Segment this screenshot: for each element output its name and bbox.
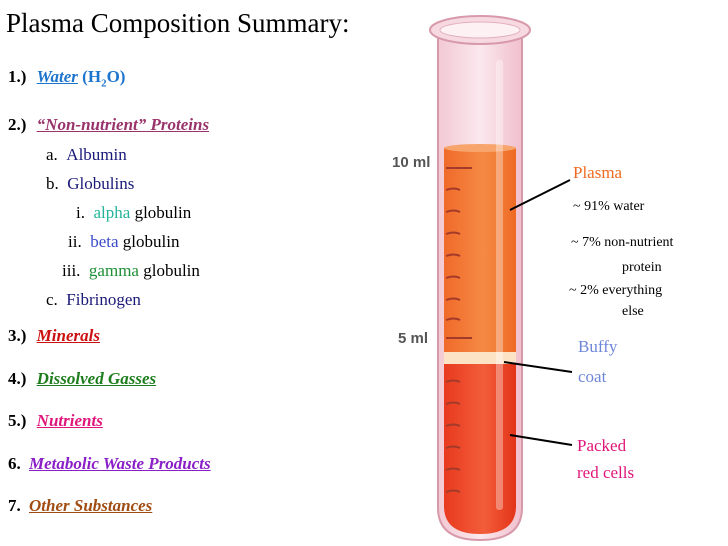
water-percent: ~ 91% water — [573, 199, 645, 214]
buffy-coat-layer — [444, 352, 516, 364]
red-cells-layer — [444, 364, 516, 534]
water-term: Water — [36, 67, 78, 86]
plasma-pointer — [509, 179, 571, 211]
buffy-coat-label: Buffy — [578, 337, 618, 356]
packed-cells-label-cont: red cells — [577, 463, 635, 482]
else-percent: ~ 2% everything — [569, 283, 663, 298]
sub-globulins: b. Globulins — [46, 174, 135, 193]
item-waste: 6. Metabolic Waste Products — [8, 454, 211, 473]
mark-5ml: 5 ml — [398, 330, 429, 347]
graduation-ticks — [445, 167, 472, 493]
plasma-layer — [444, 148, 516, 352]
item-proteins: 2.) “Non-nutrient” Proteins — [8, 115, 209, 135]
sub-beta-globulin: ii. beta globulin — [68, 232, 180, 251]
item-water: 1.) Water (H2O) — [8, 67, 125, 89]
item-gasses: 4.) Dissolved Gasses — [8, 369, 157, 388]
protein-percent: ~ 7% non-nutrient — [571, 235, 674, 250]
sub-gamma-globulin: iii. gamma globulin — [62, 261, 200, 280]
item-nutrients: 5.) Nutrients — [8, 411, 103, 430]
item-minerals: 3.) Minerals — [8, 326, 100, 345]
item-number: 1.) — [8, 67, 27, 86]
plasma-label: Plasma — [573, 163, 623, 182]
page-title: Plasma Composition Summary: — [6, 8, 350, 38]
sub-fibrinogen: c. Fibrinogen — [46, 290, 141, 309]
buffy-pointer — [503, 361, 573, 373]
h2o-formula: (H2O) — [82, 67, 126, 90]
packed-pointer — [509, 434, 573, 446]
else-percent-cont: else — [622, 304, 644, 319]
sub-alpha-globulin: i. alpha globulin — [76, 203, 192, 222]
sub-albumin: a. Albumin — [46, 145, 127, 164]
packed-cells-label: Packed — [577, 436, 627, 455]
buffy-coat-label-cont: coat — [578, 367, 607, 386]
item-other: 7. Other Substances — [8, 496, 153, 515]
item-number: 2.) — [8, 115, 27, 134]
mark-10ml: 10 ml — [392, 154, 431, 171]
protein-percent-cont: protein — [622, 260, 662, 275]
proteins-term: “Non-nutrient” Proteins — [36, 115, 210, 134]
